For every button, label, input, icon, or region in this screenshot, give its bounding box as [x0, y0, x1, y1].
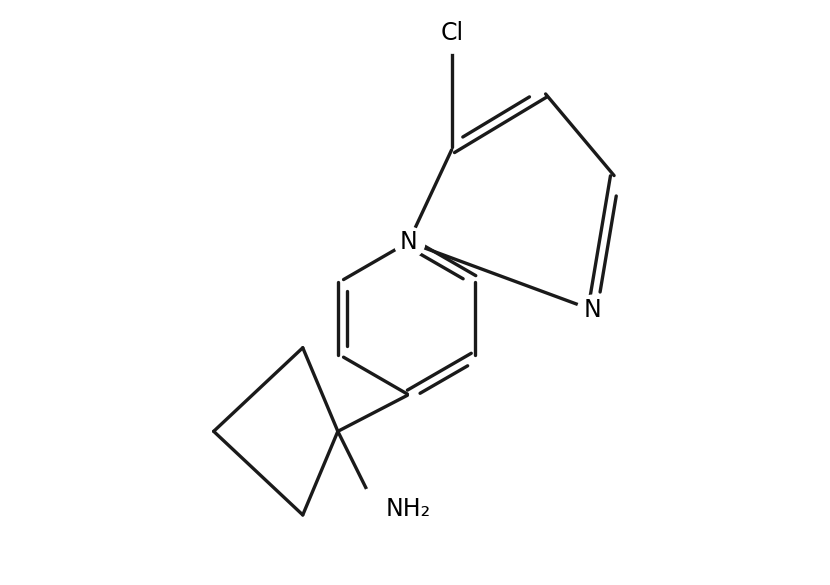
Text: N: N	[583, 298, 602, 322]
Text: Cl: Cl	[441, 21, 464, 45]
Text: N: N	[400, 230, 417, 254]
Text: NH₂: NH₂	[386, 497, 432, 521]
